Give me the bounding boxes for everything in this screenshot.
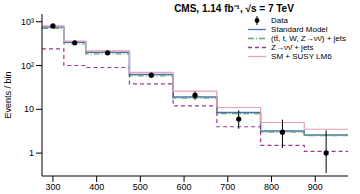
svg-text:10²: 10²: [21, 61, 34, 71]
svg-text:500: 500: [133, 182, 148, 192]
html-text:SM + SUSY LM6: SM + SUSY LM6: [271, 52, 332, 61]
html-text:Z→νν̄ + jets: Z→νν̄ + jets: [271, 43, 314, 52]
svg-text:10³: 10³: [21, 17, 34, 27]
svg-text:600: 600: [177, 182, 192, 192]
html-text:Standard Model: Standard Model: [271, 25, 328, 34]
svg-text:400: 400: [89, 182, 104, 192]
svg-text:1: 1: [29, 148, 34, 158]
html-text:CMS, 1.14 fb⁻¹, √s = 7 TeV: CMS, 1.14 fb⁻¹, √s = 7 TeV: [174, 3, 294, 14]
html-text:(tt̄, t, W, Z→νν̄) + jets: (tt̄, t, W, Z→νν̄) + jets: [271, 34, 346, 43]
html-text:Data: Data: [271, 16, 288, 25]
svg-text:Events / bin: Events / bin: [8, 71, 13, 118]
svg-text:300: 300: [45, 182, 60, 192]
svg-text:700: 700: [220, 182, 235, 192]
svg-text:10: 10: [24, 104, 34, 114]
svg-text:900: 900: [308, 182, 323, 192]
svg-text:800: 800: [264, 182, 279, 192]
